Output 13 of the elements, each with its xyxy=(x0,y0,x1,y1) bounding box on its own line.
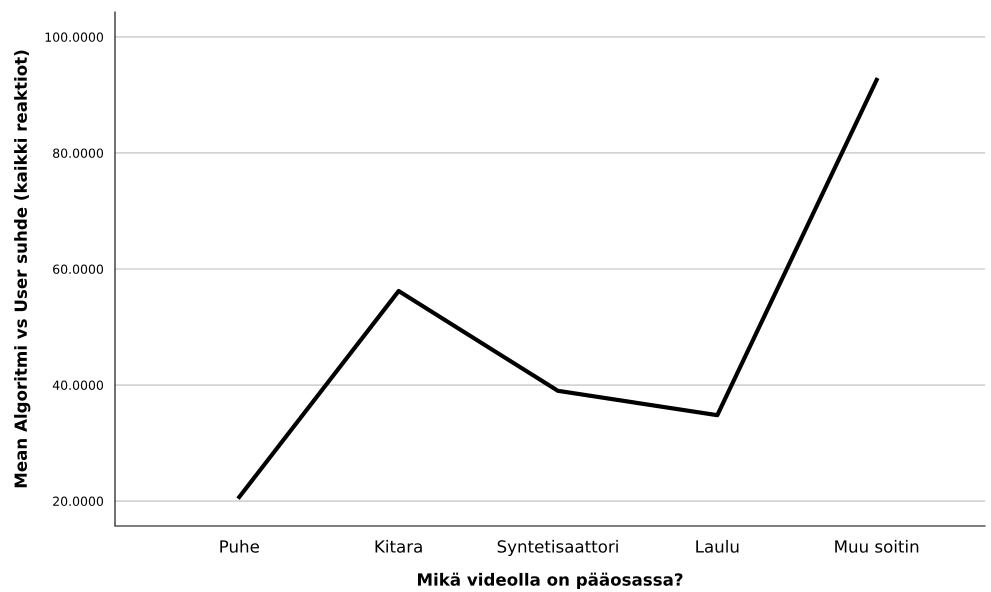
x-tick-label: Syntetisaattori xyxy=(498,540,618,556)
y-tick-label: 80.0000 xyxy=(53,148,104,158)
y-tick-label: 20.0000 xyxy=(53,496,104,506)
x-tick-label: Puhe xyxy=(220,540,259,553)
x-tick-label: Kitara xyxy=(376,540,422,553)
y-tick-label: 100.0000 xyxy=(46,32,104,42)
x-tick-label: Muu soitin xyxy=(835,540,918,553)
x-tick-label: Laulu xyxy=(696,540,738,553)
y-axis-title: Mean Algoritmi vs User suhde (kaikki reaktiot) xyxy=(14,50,30,488)
x-axis-title: Mikä videolla on pääosassa? xyxy=(418,572,682,590)
y-tick-label: 40.0000 xyxy=(52,380,104,390)
line-series xyxy=(237,78,879,500)
y-tick-label: 60.0000 xyxy=(53,264,104,274)
